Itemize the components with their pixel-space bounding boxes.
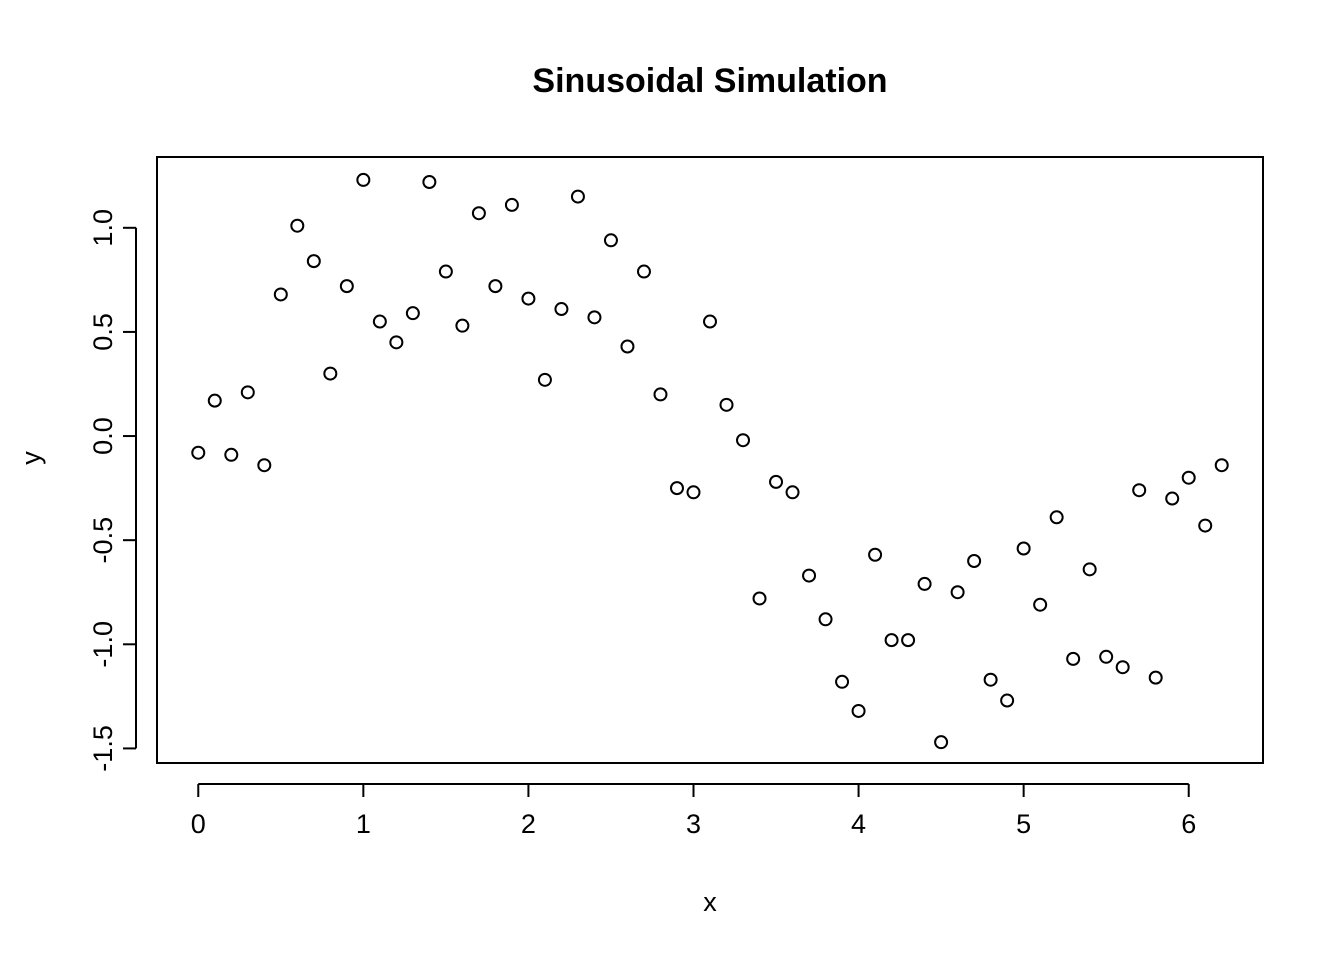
data-point <box>554 302 569 317</box>
data-point <box>207 393 222 408</box>
chart-title: Sinusoidal Simulation <box>532 62 887 100</box>
data-point <box>917 576 932 591</box>
data-point <box>785 485 800 500</box>
data-point <box>983 672 998 687</box>
data-point <box>339 279 354 294</box>
data-point <box>1099 649 1114 664</box>
data-point <box>769 474 784 489</box>
data-point <box>290 218 305 233</box>
data-point <box>455 318 470 333</box>
data-point <box>405 306 420 321</box>
data-point <box>306 254 321 269</box>
x-tick-label: 2 <box>521 809 536 839</box>
data-point <box>950 585 965 600</box>
data-point <box>1198 518 1213 533</box>
x-tick-label: 3 <box>686 809 701 839</box>
data-point <box>356 172 371 187</box>
data-point <box>686 485 701 500</box>
x-axis: 0 1 2 3 4 5 6 <box>191 783 1196 839</box>
data-point <box>835 674 850 689</box>
data-point <box>372 314 387 329</box>
x-tick-label: 6 <box>1181 809 1196 839</box>
data-point <box>224 447 239 462</box>
data-point <box>1165 491 1180 506</box>
data-point <box>488 279 503 294</box>
data-point <box>570 189 585 204</box>
data-point <box>884 633 899 648</box>
data-point <box>504 197 519 212</box>
x-tick-label: 4 <box>851 809 866 839</box>
data-point <box>1181 470 1196 485</box>
y-tick-label: -0.5 <box>88 517 118 564</box>
data-point <box>1082 562 1097 577</box>
data-point <box>603 233 618 248</box>
y-tick-label: 0.5 <box>88 313 118 351</box>
data-point <box>934 735 949 750</box>
data-point <box>587 310 602 325</box>
data-point <box>1066 651 1081 666</box>
data-point <box>818 612 833 627</box>
data-point <box>1132 483 1147 498</box>
data-point <box>1000 693 1015 708</box>
y-tick-label: -1.0 <box>88 621 118 668</box>
data-point <box>323 366 338 381</box>
data-point <box>471 206 486 221</box>
data-point <box>620 339 635 354</box>
data-point <box>438 264 453 279</box>
data-point <box>802 568 817 583</box>
data-point <box>752 591 767 606</box>
data-point <box>191 445 206 460</box>
data-point <box>1115 660 1130 675</box>
data-point <box>1016 541 1031 556</box>
data-point <box>521 291 536 306</box>
data-point <box>868 547 883 562</box>
data-point <box>636 264 651 279</box>
data-points <box>191 172 1229 750</box>
data-point <box>967 554 982 568</box>
y-tick-label: 0.0 <box>88 417 118 455</box>
x-tick-label: 1 <box>356 809 371 839</box>
data-point <box>1049 510 1064 525</box>
y-axis-label: y <box>16 451 46 465</box>
data-point <box>703 314 717 329</box>
data-point <box>422 174 437 189</box>
data-point <box>901 633 916 648</box>
data-point <box>1033 597 1048 612</box>
data-point <box>719 397 734 412</box>
x-tick-label: 5 <box>1016 809 1031 839</box>
data-point <box>273 287 288 302</box>
data-point <box>389 335 404 350</box>
data-point <box>669 481 684 496</box>
data-point <box>1214 458 1229 473</box>
data-point <box>851 703 866 718</box>
data-point <box>736 433 751 448</box>
y-tick-label: -1.5 <box>88 725 118 772</box>
y-tick-label: 1.0 <box>88 209 118 247</box>
data-point <box>257 458 272 473</box>
y-axis: -1.5 -1.0 -0.5 0.0 0.5 1.0 <box>88 209 137 772</box>
data-point <box>240 385 255 400</box>
data-point <box>653 387 668 402</box>
x-tick-label: 0 <box>191 809 206 839</box>
data-point <box>537 372 552 387</box>
data-point <box>1148 670 1163 685</box>
plot-frame <box>156 156 1264 764</box>
x-axis-label: x <box>703 887 717 917</box>
